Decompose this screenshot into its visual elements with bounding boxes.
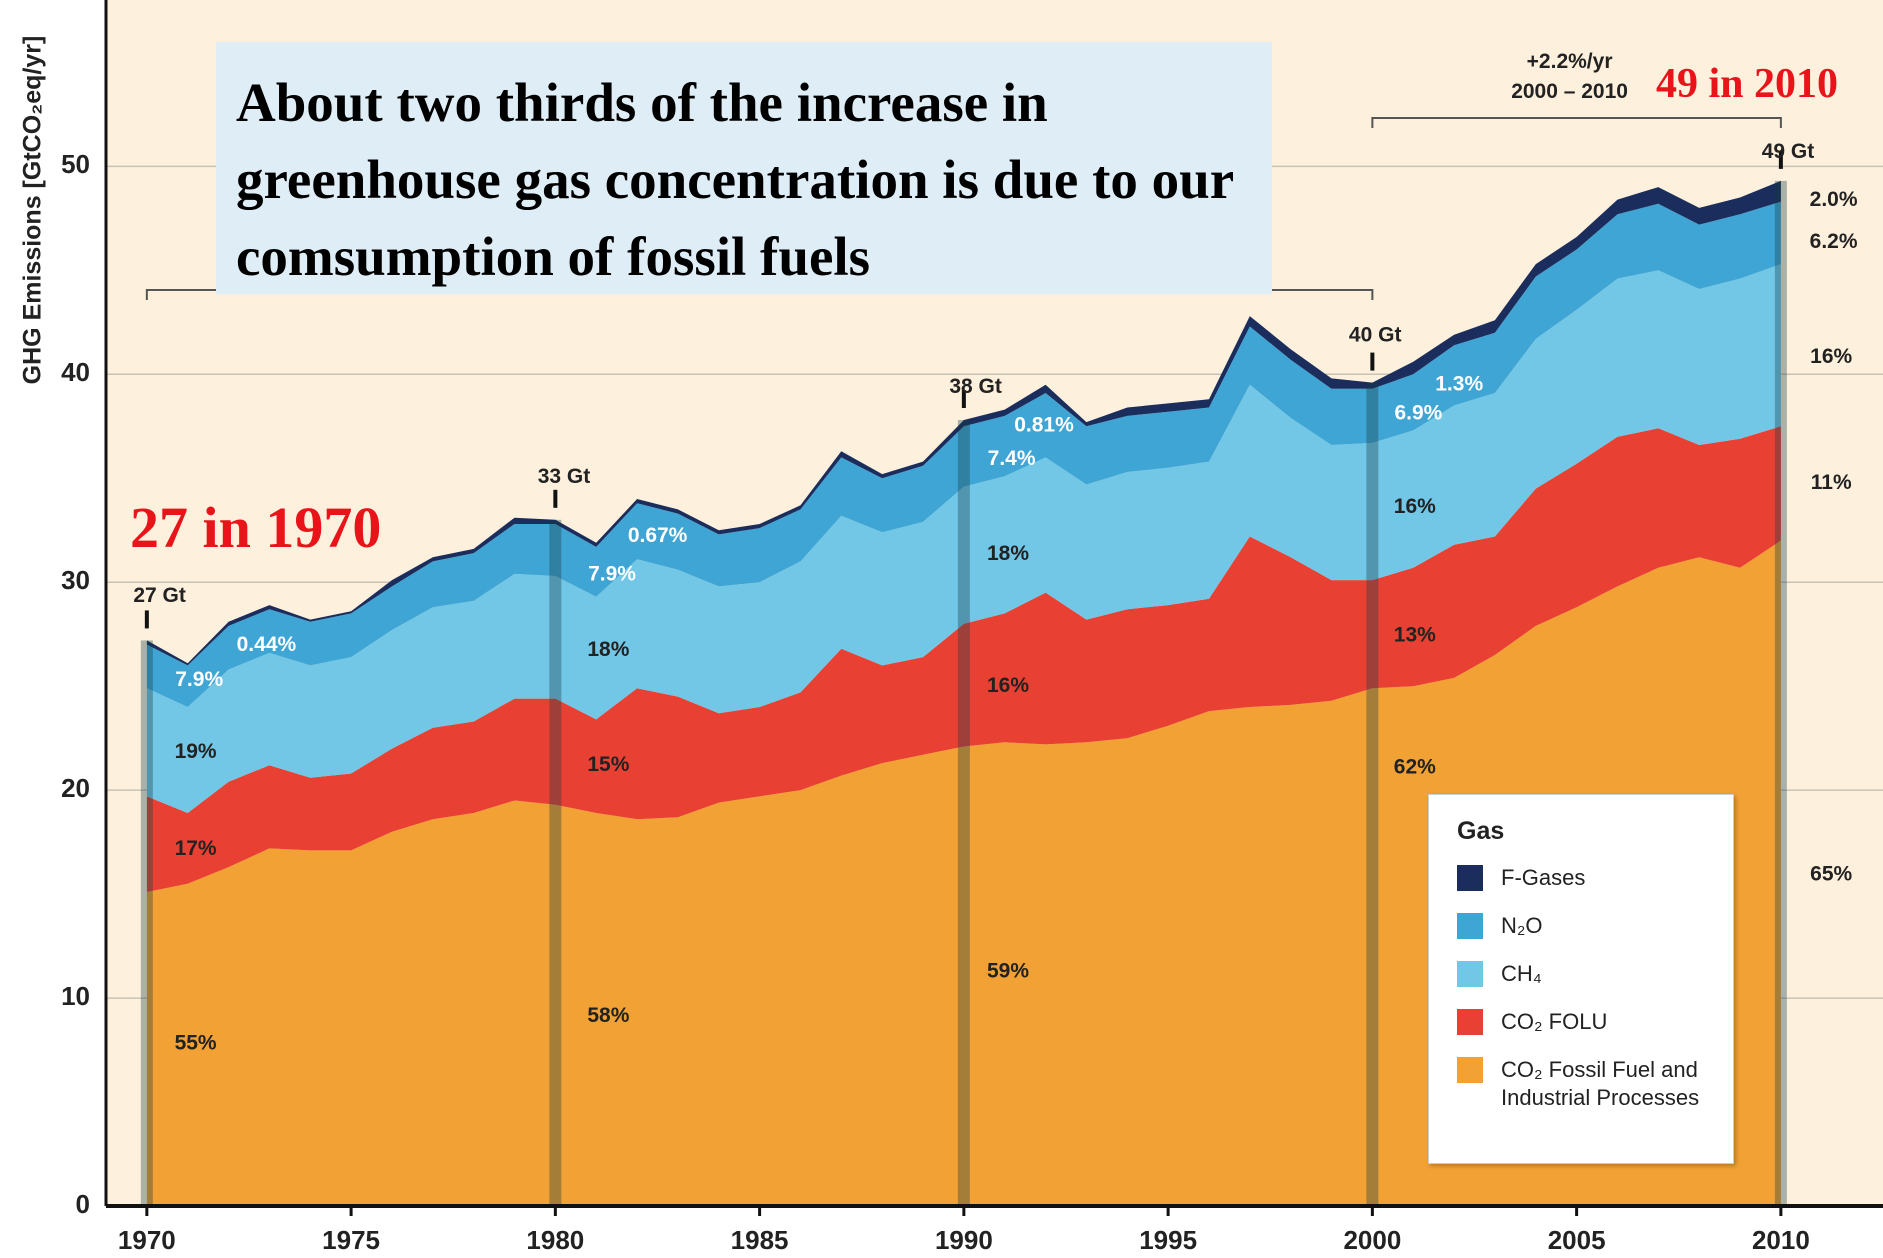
annotation: 59% [987,960,1029,983]
y-axis-label: GHG Emissions [GtCO₂eq/yr] [19,36,47,385]
annotation: 16% [1394,495,1436,518]
annotation: 7.9% [588,562,636,585]
legend-entry: CO₂ FOLU [1457,1008,1705,1036]
annotation: 6.2% [1810,230,1858,253]
highlight: 27 in 1970 [130,495,382,560]
annotation: 49 Gt [1762,140,1815,163]
legend-swatch [1457,1057,1483,1083]
legend-entry: N₂O [1457,912,1705,940]
legend-label: F-Gases [1501,865,1586,890]
area [146,426,1781,892]
bracket [1371,117,1782,128]
x-tick-label: 1975 [322,1225,380,1255]
legend-entry: CO₂ Fossil Fuel and Industrial Processes [1457,1056,1705,1112]
annotation: 15% [587,753,629,776]
y-tick-label: 10 [61,981,90,1011]
callout: About two thirds of the increase in gree… [216,42,1272,294]
year-band [549,519,562,1206]
annotation: 16% [987,674,1029,697]
annotation: 0.81% [1014,414,1074,437]
annotation: 6.9% [1394,402,1442,425]
year-band [957,420,970,1206]
annotation: 18% [587,638,629,661]
area [146,201,1781,707]
x-tick-label: 1995 [1139,1225,1197,1255]
annotation: 2.0% [1810,188,1858,211]
x-tick-label: 2000 [1343,1225,1401,1255]
year-band [1774,180,1787,1206]
legend-swatch [1457,961,1483,987]
annotation: 17% [175,837,217,860]
y-tick-label: 0 [76,1189,90,1219]
annotation: 18% [987,542,1029,565]
legend-swatch [1457,913,1483,939]
area [146,264,1781,814]
annotation: 1.3% [1435,373,1483,396]
y-tick-label: 20 [61,773,90,803]
legend-label: CO₂ FOLU [1501,1009,1608,1034]
annotation: +2.2%/yr [1527,50,1613,73]
annotation: 0.44% [237,633,297,656]
legend-swatch [1457,1009,1483,1035]
year-band [140,640,153,1206]
annotation: 13% [1394,624,1436,647]
y-tick-label: 50 [61,149,90,179]
highlight: 49 in 2010 [1656,61,1839,107]
annotation: 7.4% [988,447,1036,470]
x-tick-label: 1970 [118,1225,176,1255]
annotation: 65% [1810,862,1852,885]
annotation: 11% [1811,471,1852,494]
legend-entry: F-Gases [1457,864,1705,892]
year-band [1366,382,1379,1206]
area [146,180,1781,666]
legend-entry: CH₄ [1457,960,1705,988]
x-tick-label: 2010 [1752,1225,1810,1255]
annotation: 38 Gt [949,375,1002,398]
y-tick-label: 40 [61,357,90,387]
annotation: 62% [1394,756,1436,779]
legend-label: N₂O [1501,913,1543,938]
x-tick-label: 2005 [1548,1225,1606,1255]
annotation: 0.67% [628,524,688,547]
annotation: 58% [587,1004,629,1027]
annotation: 27 Gt [133,584,186,607]
x-tick-label: 1990 [935,1225,993,1255]
x-tick-label: 1980 [526,1225,584,1255]
legend-title: Gas [1457,817,1505,845]
area [146,540,1781,1206]
y-tick-label: 30 [61,565,90,595]
legend-label: CO₂ Fossil Fuel and Industrial Processes [1501,1057,1700,1110]
x-tick-label: 1985 [731,1225,789,1255]
annotation: 7.9% [175,668,223,691]
legend: Gas F-Gases N₂O CH₄ CO₂ FOLU CO₂ Fossil Fuel… [1428,794,1734,1164]
annotation: 40 Gt [1349,324,1402,347]
annotation: 19% [175,740,217,763]
annotation: 16% [1810,345,1852,368]
annotation: 2000 – 2010 [1511,80,1628,103]
annotation: 55% [175,1032,217,1055]
legend-label: CH₄ [1501,961,1542,986]
legend-swatch [1457,865,1483,891]
annotation: 33 Gt [538,465,591,488]
